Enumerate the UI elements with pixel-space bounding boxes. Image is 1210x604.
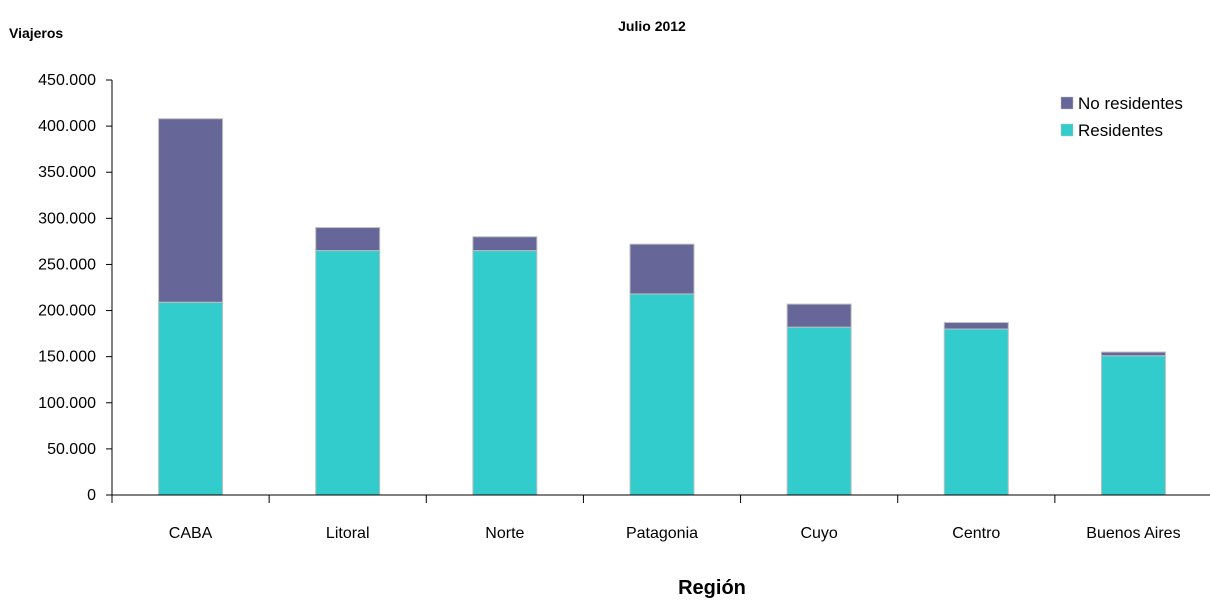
legend-label-no-residentes: No residentes <box>1078 94 1183 113</box>
legend: No residentes Residentes <box>1060 94 1183 140</box>
bar-residentes-centro <box>943 328 1009 496</box>
bar-no-residentes-centro <box>943 322 1009 330</box>
bar-residentes-norte <box>472 250 538 496</box>
bar-no-residentes-norte <box>472 236 538 252</box>
bars-layer <box>158 118 1166 496</box>
legend-swatch-no-residentes <box>1060 96 1074 110</box>
y-tick-label: 350.000 <box>38 164 96 181</box>
x-tick-label: CABA <box>169 525 213 542</box>
bar-residentes-patagonia <box>629 293 695 496</box>
y-tick-label: 0 <box>87 487 96 504</box>
y-tick-label: 250.000 <box>38 256 96 273</box>
bar-residentes-caba <box>158 301 224 496</box>
y-tick-label: 450.000 <box>38 72 96 89</box>
y-axis-label: Viajeros <box>9 25 63 41</box>
y-tick-label: 300.000 <box>38 210 96 227</box>
bar-no-residentes-cuyo <box>786 303 852 328</box>
bar-no-residentes-caba <box>158 118 224 303</box>
bar-residentes-litoral <box>315 250 381 496</box>
chart-title: Julio 2012 <box>618 18 686 34</box>
y-tick-label: 150.000 <box>38 349 96 366</box>
y-tick-label: 200.000 <box>38 303 96 320</box>
y-tick-label: 50.000 <box>47 441 96 458</box>
x-tick-label: Buenos Aires <box>1086 525 1180 542</box>
y-tick-label: 100.000 <box>38 395 96 412</box>
x-tick-label: Patagonia <box>626 525 698 542</box>
bar-no-residentes-litoral <box>315 227 381 252</box>
legend-label-residentes: Residentes <box>1078 121 1163 140</box>
x-tick-label: Norte <box>485 525 524 542</box>
x-axis-label: Región <box>678 577 746 599</box>
bar-residentes-cuyo <box>786 326 852 496</box>
bar-no-residentes-patagonia <box>629 243 695 295</box>
x-tick-label: Cuyo <box>800 525 837 542</box>
x-tick-label: Litoral <box>326 525 370 542</box>
bar-no-residentes-buenos-aires <box>1100 351 1166 357</box>
y-tick-label: 400.000 <box>38 118 96 135</box>
bar-residentes-buenos-aires <box>1100 355 1166 496</box>
legend-swatch-residentes <box>1060 123 1074 137</box>
axes: CABA Litoral Norte Patagonia Cuyo Centro Bueno… <box>38 72 1210 542</box>
x-tick-label: Centro <box>952 525 1000 542</box>
